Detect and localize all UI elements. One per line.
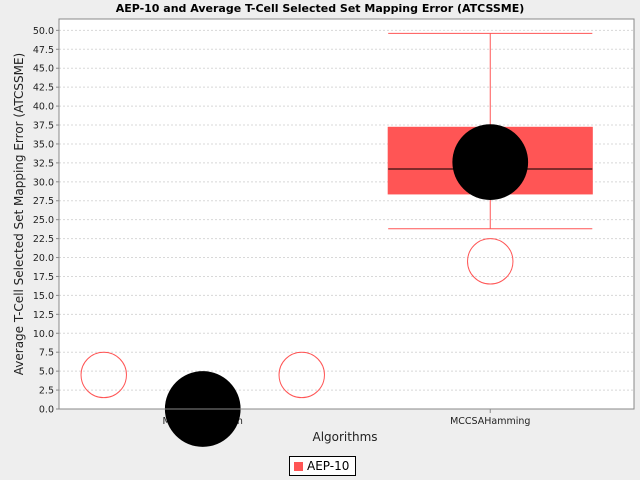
y-tick-label: 37.5 xyxy=(33,121,54,132)
y-axis-ticks: 0.0 2.5 5.0 7.5 10.0 12.5 15.0 17.5 20.0 22.5 25.0… xyxy=(33,26,59,416)
y-tick-label: 40.0 xyxy=(33,102,54,113)
y-tick-label: 2.5 xyxy=(39,386,54,397)
legend: AEP-10 xyxy=(289,456,357,476)
y-tick-label: 22.5 xyxy=(33,234,54,245)
y-tick-label: 15.0 xyxy=(33,291,54,302)
y-tick-label: 27.5 xyxy=(33,196,54,207)
plot-frame xyxy=(58,18,635,410)
y-tick-label: 5.0 xyxy=(39,367,54,378)
box-mccsahamming xyxy=(387,32,593,285)
y-tick-label: 47.5 xyxy=(33,45,54,56)
plot-area xyxy=(58,18,635,410)
legend-label-aep-10: AEP-10 xyxy=(307,459,350,473)
y-tick-label: 0.0 xyxy=(39,405,54,416)
x-axis-label: Algorithms xyxy=(312,430,377,444)
mean-marker xyxy=(452,124,529,200)
y-tick-label: 20.0 xyxy=(33,253,54,264)
y-tick-label: 42.5 xyxy=(33,83,54,94)
y-tick-label: 32.5 xyxy=(33,158,54,169)
y-tick-label: 7.5 xyxy=(39,348,54,359)
y-tick-label: 35.0 xyxy=(33,139,54,150)
outlier-marker xyxy=(467,238,514,285)
y-tick-label: 30.0 xyxy=(33,177,54,188)
y-axis-label: Average T-Cell Selected Set Mapping Erro… xyxy=(12,53,26,375)
outlier-marker xyxy=(80,351,127,399)
y-tick-label: 10.0 xyxy=(33,329,54,340)
y-tick-label: 25.0 xyxy=(33,215,54,226)
outlier-marker xyxy=(278,351,325,399)
y-tick-label: 17.5 xyxy=(33,272,54,283)
y-tick-label: 50.0 xyxy=(33,26,54,37)
y-tick-label: 12.5 xyxy=(33,310,54,321)
x-tick-label: MCCSAHamming xyxy=(450,416,530,427)
chart-title: AEP-10 and Average T-Cell Selected Set M… xyxy=(116,2,525,15)
y-tick-label: 45.0 xyxy=(33,64,54,75)
legend-swatch-aep-10 xyxy=(294,461,303,471)
